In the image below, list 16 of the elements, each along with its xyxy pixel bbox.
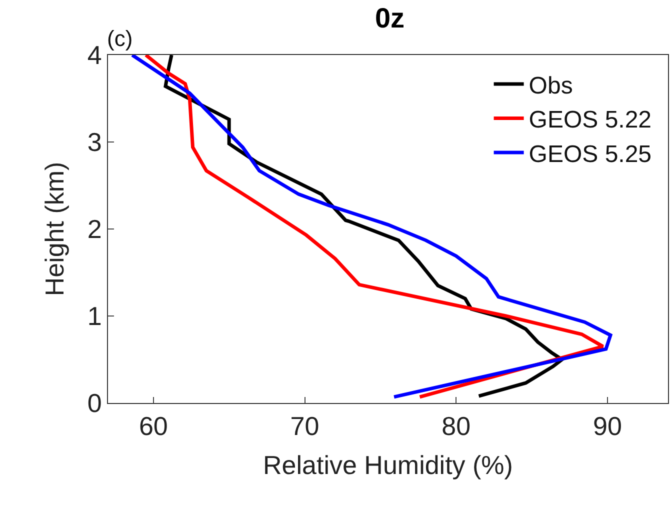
x-axis-title: Relative Humidity (%)	[263, 450, 513, 480]
x-tick-label: 80	[442, 411, 471, 442]
x-tick-label: 70	[290, 411, 320, 442]
x-tick-label: 60	[138, 411, 168, 442]
legend-label: GEOS 5.25	[528, 140, 652, 168]
y-axis-title: Height (km)	[40, 162, 70, 296]
y-tick-label: 0	[87, 388, 102, 418]
legend-label: Obs	[528, 72, 573, 100]
legend-label: GEOS 5.22	[528, 106, 652, 134]
x-tick-label: 90	[593, 411, 622, 442]
chart-title: 0z	[374, 2, 405, 34]
y-tick-label: 1	[87, 301, 102, 332]
y-tick-label: 2	[87, 214, 102, 244]
y-tick-label: 4	[87, 40, 102, 70]
y-tick-label: 3	[87, 127, 102, 158]
text: (c)	[107, 26, 133, 51]
